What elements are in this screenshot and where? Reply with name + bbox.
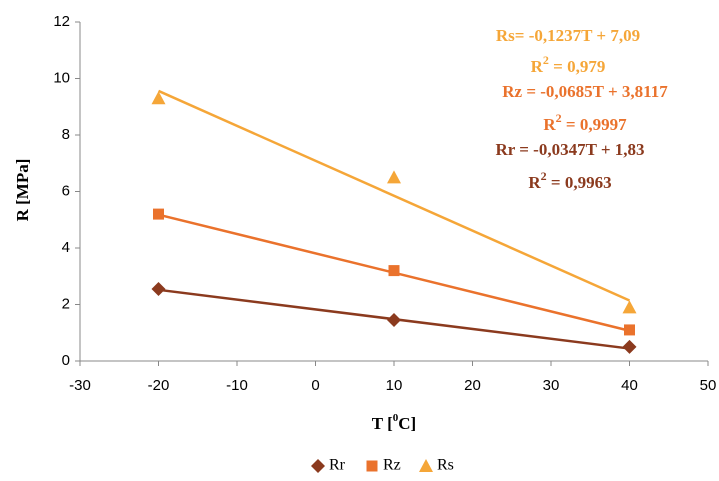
trend-equation: R2 = 0,979: [531, 53, 606, 76]
x-tick-label: 40: [621, 377, 638, 394]
data-point: [387, 170, 401, 184]
x-axis-label-part: C]: [398, 414, 416, 433]
y-tick-label: 0: [62, 352, 70, 369]
trend-equation: R2 = 0,9963: [528, 169, 611, 192]
y-tick-label: 6: [62, 182, 70, 199]
data-point: [153, 208, 164, 220]
trend-equation: Rr = -0,0347T + 1,83: [495, 140, 644, 159]
trend-equation: Rs= -0,1237T + 7,09: [496, 26, 640, 45]
y-tick-label: 8: [62, 126, 70, 143]
data-point: [622, 339, 637, 354]
legend-marker: [366, 460, 378, 472]
data-point: [387, 313, 401, 328]
x-axis-label-part: T [: [372, 414, 393, 433]
trend-equation-part: R: [543, 115, 556, 134]
legend-label: Rz: [383, 457, 401, 474]
x-tick-label: -10: [226, 377, 248, 394]
data-point: [388, 265, 400, 277]
y-axis-label: R [MPa]: [13, 159, 32, 222]
trend-equation-part: R: [528, 173, 541, 192]
x-tick-label: -30: [69, 377, 91, 394]
trendline: [157, 89, 631, 302]
x-axis-label: T [0C]: [372, 412, 416, 433]
y-tick-label: 10: [53, 69, 70, 86]
x-tick-label: -20: [148, 377, 170, 394]
data-point: [151, 281, 166, 296]
y-tick-label: 4: [62, 239, 70, 256]
legend-label: Rs: [437, 457, 454, 474]
trend-equation-part: = 0,979: [549, 57, 605, 76]
legend-marker: [311, 459, 325, 473]
trend-equation-part: = 0,9997: [562, 115, 627, 134]
trend-equation-part: Rr = -0,0347T + 1,83: [495, 140, 644, 159]
data-point: [622, 300, 637, 314]
y-tick-label: 2: [62, 295, 70, 312]
trend-equation-part: Rz = -0,0685T + 3,8117: [502, 82, 668, 101]
data-point: [151, 91, 166, 105]
trend-equation-part: = 0,9963: [547, 173, 612, 192]
trend-equation: Rz = -0,0685T + 3,8117: [502, 82, 668, 101]
trend-equation-part: Rs= -0,1237T + 7,09: [496, 26, 640, 45]
trend-equation-part: 2: [556, 111, 562, 125]
x-tick-label: 30: [543, 377, 560, 394]
legend-label: Rr: [329, 457, 346, 474]
x-tick-label: 10: [386, 377, 403, 394]
trend-equation: R2 = 0,9997: [543, 111, 627, 134]
trend-equation-part: 2: [541, 169, 547, 183]
legend-marker: [419, 459, 433, 472]
data-point: [624, 324, 635, 336]
y-tick-label: 12: [53, 13, 70, 30]
x-tick-label: 50: [700, 377, 717, 394]
trend-equation-part: 2: [543, 53, 549, 67]
x-axis-label-part: 0: [393, 412, 399, 424]
trend-equation-part: R: [531, 57, 544, 76]
x-tick-label: 0: [311, 377, 319, 394]
x-tick-label: 20: [464, 377, 481, 394]
